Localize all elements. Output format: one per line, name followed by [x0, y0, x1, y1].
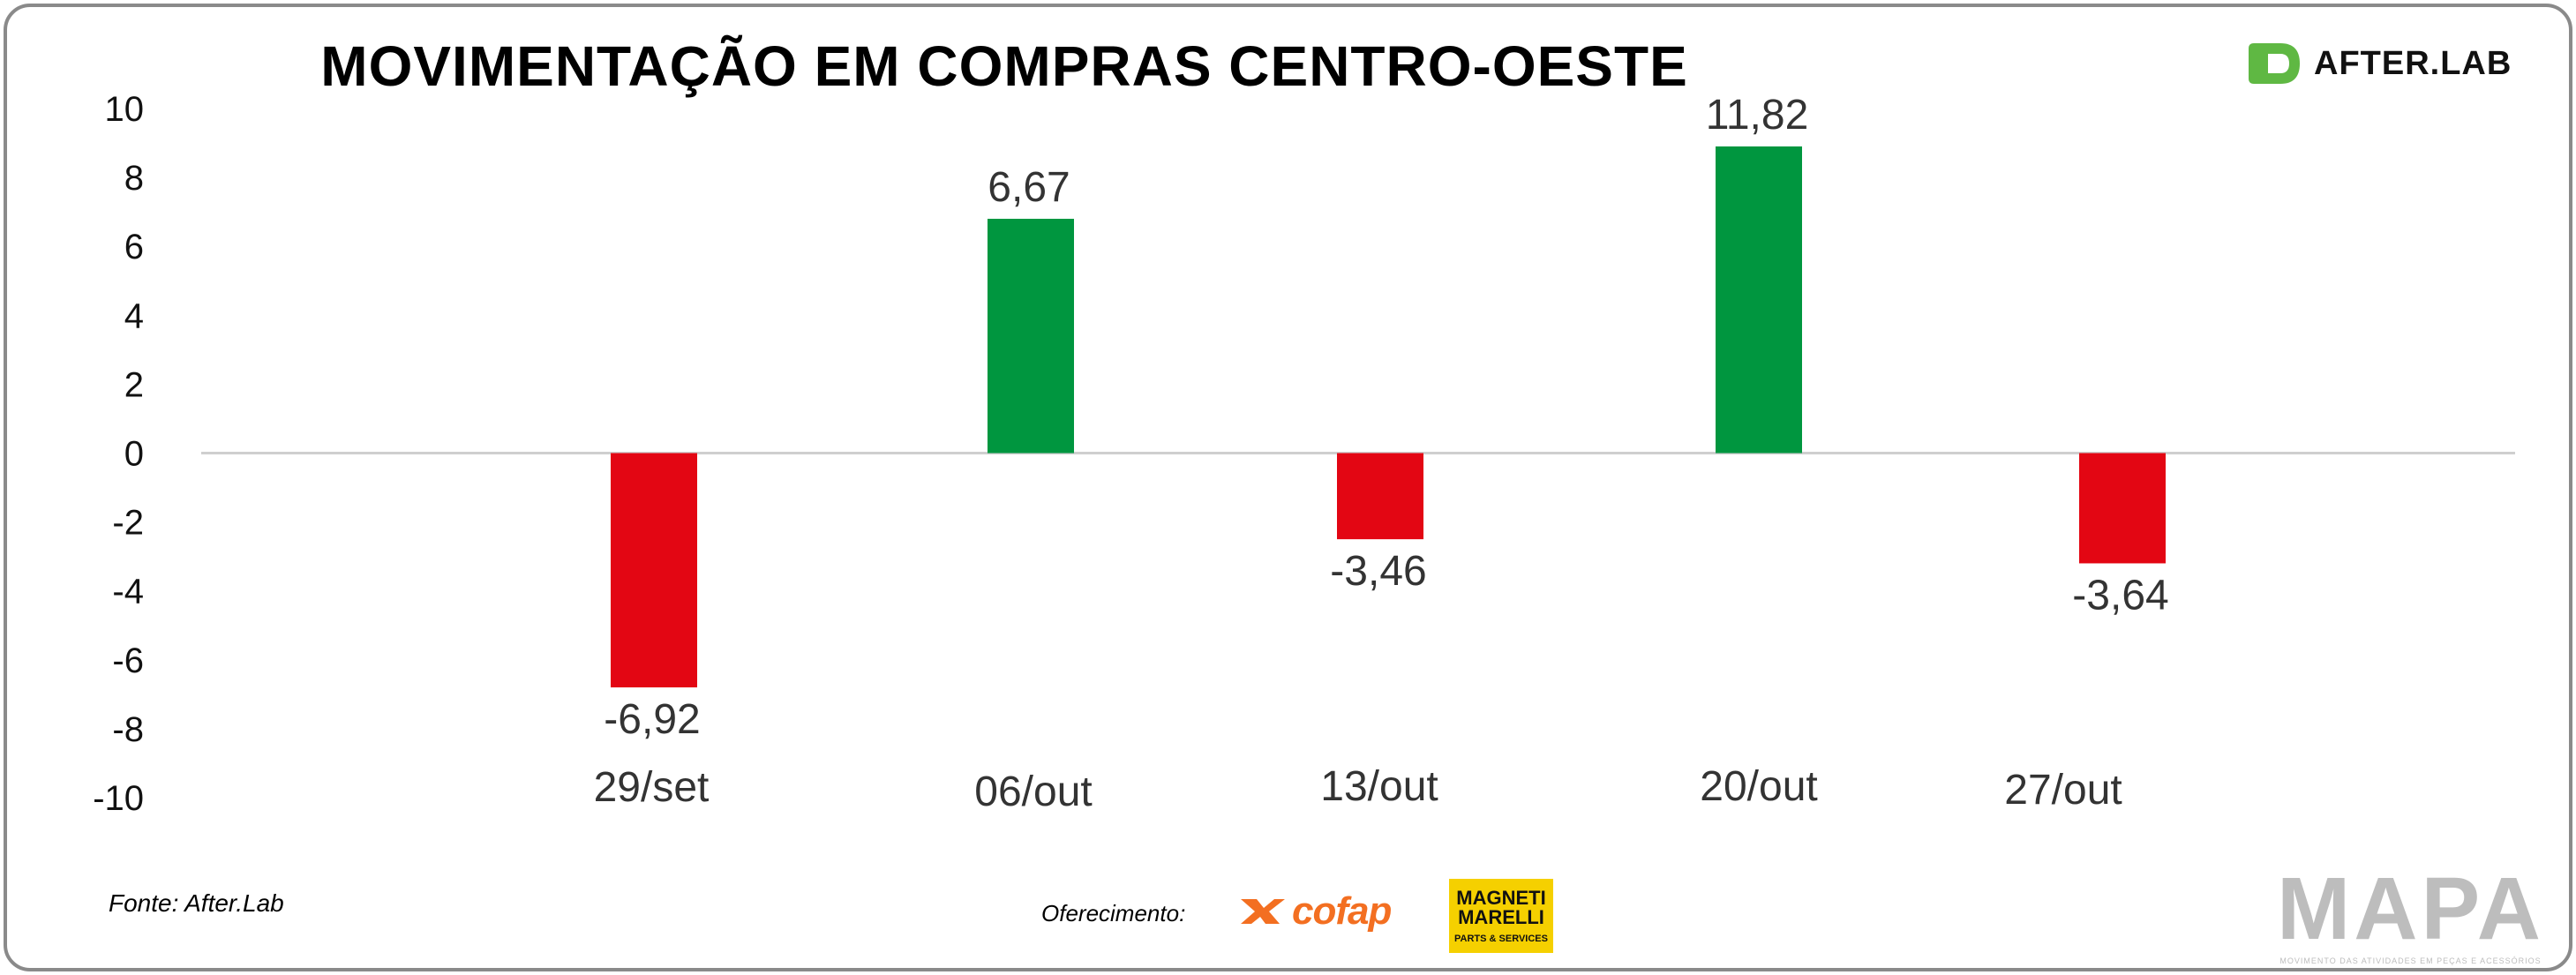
bar — [611, 453, 697, 688]
magneti-logo-line3: PARTS & SERVICES — [1454, 933, 1548, 944]
y-tick-label: 8 — [124, 159, 144, 198]
data-label: 6,67 — [988, 164, 1070, 211]
mapa-logo: MAPA MOVIMENTO DAS ATIVIDADES EM PEÇAS E… — [2277, 865, 2544, 965]
y-axis-ticks: 10 8 6 4 2 0 -2 -4 -6 -8 -10 — [93, 90, 144, 818]
data-label: -6,92 — [604, 696, 700, 743]
data-labels: -6,92 6,67 -3,46 11,82 -3,64 — [604, 92, 2168, 743]
chart-frame: MOVIMENTAÇÃO EM COMPRAS CENTRO-OESTE 10 8… — [4, 4, 2572, 971]
cofap-logo-text: cofap — [1292, 889, 1392, 933]
y-tick-label: 10 — [105, 90, 145, 129]
cofap-mark-icon — [1241, 899, 1285, 924]
bar — [1337, 453, 1423, 540]
y-tick-label: -2 — [112, 504, 144, 543]
bar-chart: 10 8 6 4 2 0 -2 -4 -6 -8 -10 -6,92 6,67 -3,46 11,82 -3… — [93, 90, 2515, 818]
x-category-label: 13/out — [1320, 763, 1438, 810]
x-category-label: 20/out — [1700, 763, 1817, 810]
bar — [2079, 453, 2166, 564]
category-labels: 29/set 06/out 13/out 20/out 27/out — [594, 763, 2122, 815]
magneti-logo-line1: MAGNETI — [1456, 886, 1546, 909]
source-note: Fonte: After.Lab — [109, 889, 284, 917]
chart-title: MOVIMENTAÇÃO EM COMPRAS CENTRO-OESTE — [320, 34, 1688, 98]
y-tick-label: -8 — [112, 710, 144, 749]
y-tick-label: 0 — [124, 435, 144, 474]
y-tick-label: -4 — [112, 573, 144, 611]
bar — [988, 218, 1074, 454]
afterlab-logo: AFTER.LAB — [2245, 39, 2512, 88]
mapa-logo-text: MAPA — [2277, 859, 2545, 958]
sponsor-label: Oferecimento: — [1041, 900, 1186, 926]
data-label: -3,46 — [1330, 548, 1426, 595]
y-tick-label: 2 — [124, 365, 144, 404]
data-label: 11,82 — [1706, 92, 1809, 139]
x-category-label: 06/out — [974, 769, 1092, 815]
afterlab-logo-text: AFTER.LAB — [2314, 44, 2512, 82]
data-label: -3,64 — [2072, 572, 2168, 619]
x-category-label: 29/set — [594, 764, 710, 811]
magneti-marelli-logo: MAGNETI MARELLI PARTS & SERVICES — [1449, 879, 1553, 953]
y-tick-label: 6 — [124, 228, 144, 266]
x-category-label: 27/out — [2004, 767, 2122, 814]
bar — [1716, 146, 1802, 454]
bars — [611, 146, 2166, 688]
afterlab-leaf-icon — [2249, 43, 2300, 84]
mapa-logo-tagline: MOVIMENTO DAS ATIVIDADES EM PEÇAS E ACES… — [2279, 956, 2542, 965]
cofap-logo: cofap — [1239, 889, 1392, 934]
magneti-logo-line2: MARELLI — [1458, 905, 1544, 928]
y-tick-label: -6 — [112, 641, 144, 680]
y-tick-label: -10 — [93, 779, 144, 818]
y-tick-label: 4 — [124, 296, 144, 335]
